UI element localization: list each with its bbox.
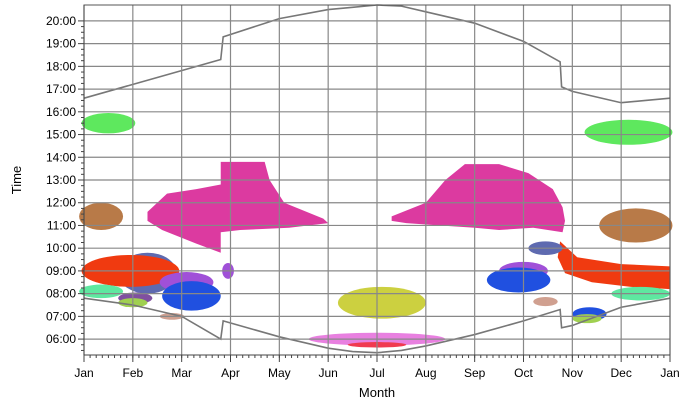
x-tick-label-12: Jan: [660, 366, 679, 380]
x-tick-label-8: Sep: [464, 366, 486, 380]
blob-4: [147, 161, 329, 253]
x-axis: Jan Feb Mar Apr May Jun Jul Aug Sep Oct Nov Dec Jan: [74, 354, 680, 380]
blob-22: [533, 297, 558, 307]
y-tick-label-14: 20:00: [46, 14, 76, 28]
x-axis-label: Month: [359, 385, 395, 400]
y-axis: 06:00 07:00 08:00 09:00 10:00 11:00 12:00 13:00…: [46, 5, 85, 355]
blob-1: [584, 119, 673, 145]
x-tick-label-3: Apr: [221, 366, 240, 380]
blob-16: [79, 284, 124, 299]
y-tick-label-10: 16:00: [46, 105, 76, 119]
blob-0: [81, 112, 136, 134]
grid-layer: [83, 5, 671, 355]
y-tick-label-5: 11:00: [47, 218, 76, 232]
x-tick-label-1: Feb: [122, 366, 143, 380]
x-tick-label-0: Jan: [74, 366, 93, 380]
y-tick-label-9: 15:00: [46, 128, 76, 142]
blob-12: [162, 281, 221, 311]
x-tick-label-9: Oct: [514, 366, 533, 380]
x-tick-label-6: Jul: [369, 366, 384, 380]
y-tick-label-6: 12:00: [46, 196, 76, 210]
x-tick-label-2: Mar: [171, 366, 192, 380]
blob-2: [79, 202, 124, 230]
x-tick-label-7: Aug: [415, 366, 436, 380]
blob-5: [391, 164, 566, 233]
y-tick-label-4: 10:00: [46, 241, 76, 255]
y-tick-label-0: 06:00: [46, 332, 76, 346]
sunrise-line: [83, 297, 671, 354]
x-tick-label-5: Jun: [318, 366, 337, 380]
y-tick-label-12: 18:00: [46, 59, 76, 73]
y-axis-label: Time: [9, 166, 24, 194]
y-tick-label-13: 19:00: [46, 37, 76, 51]
y-tick-label-7: 13:00: [46, 173, 76, 187]
blob-8: [557, 241, 670, 290]
blob-13: [486, 267, 551, 293]
blobs-layer: [79, 112, 673, 348]
y-tick-label-11: 17:00: [46, 82, 76, 96]
x-tick-label-11: Dec: [610, 366, 631, 380]
x-tick-label-4: May: [268, 366, 291, 380]
x-tick-label-10: Nov: [562, 366, 583, 380]
blob-23: [337, 286, 426, 319]
y-tick-label-3: 09:00: [46, 264, 76, 278]
y-tick-label-8: 14:00: [46, 150, 76, 164]
y-tick-label-1: 07:00: [46, 309, 76, 323]
y-tick-label-2: 08:00: [46, 287, 76, 301]
